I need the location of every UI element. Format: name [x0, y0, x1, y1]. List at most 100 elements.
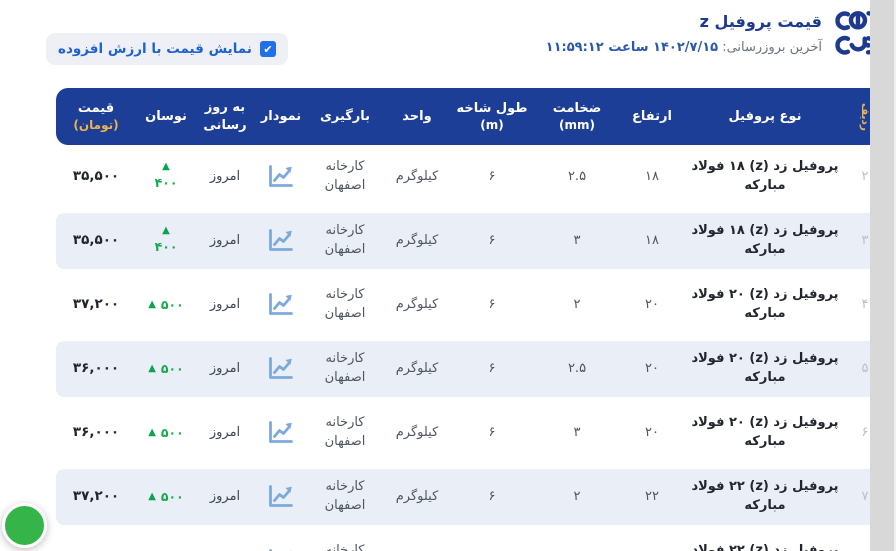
- updated-cell: امروز: [209, 296, 241, 312]
- checkbox-checked-icon[interactable]: ✔: [259, 41, 276, 57]
- length-cell: ۶: [488, 232, 496, 248]
- loading-cell: کارخانه اصفهان: [325, 543, 365, 551]
- unit-cell: کیلوگرم: [395, 424, 439, 440]
- change-amount: ۵۰۰: [160, 424, 184, 440]
- table-row: ۴ پروفیل زد (z) ۲۰ فولاد مبارکه ۲۰ ۲ ۶ کیلوگر…: [56, 273, 882, 337]
- change-amount: ۵۰۰: [160, 296, 184, 312]
- triangle-up-icon: ▲: [148, 491, 156, 502]
- chat-support-button[interactable]: [2, 503, 47, 548]
- header-price-unit: (تومان): [73, 118, 119, 133]
- header-row-index: ردیف: [848, 103, 882, 131]
- change-cell: ۵۰۰ ▲: [136, 424, 196, 442]
- chart-icon[interactable]: [266, 547, 296, 551]
- header-profile-type: نوع پروفیل: [728, 108, 802, 124]
- chart-icon[interactable]: [266, 355, 296, 383]
- chart-cell: [254, 419, 308, 447]
- header-length-label: طول شاخه: [456, 100, 528, 116]
- price-cell: ۳۷,۲۰۰: [72, 296, 120, 313]
- unit-cell: کیلوگرم: [395, 296, 439, 312]
- header-updated: به روز رسانی: [203, 99, 247, 133]
- chart-cell: [254, 163, 308, 191]
- height-cell: ۲۰: [645, 424, 659, 440]
- triangle-up-icon: ▲: [162, 160, 170, 172]
- chart-cell: [254, 291, 308, 319]
- triangle-up-icon: ▲: [148, 427, 156, 438]
- updated-cell: امروز: [209, 424, 241, 440]
- table-row: ۵ پروفیل زد (z) ۲۰ فولاد مبارکه ۲۰ ۲.۵ ۶ کیلو…: [56, 337, 882, 401]
- price-cell: ۳۶,۰۰۰: [72, 360, 120, 377]
- row-index: ۴: [861, 296, 869, 312]
- thickness-cell: ۳: [573, 424, 581, 440]
- change-cell: ۵۰۰ ▲: [136, 360, 196, 378]
- change-cell: ۴۰۰ ▲: [136, 160, 196, 192]
- change-amount: ۵۰۰: [160, 488, 184, 504]
- header-length-unit: (m): [480, 118, 504, 133]
- row-stripe: [56, 469, 882, 525]
- profile-type-cell: پروفیل زد (z) ۲۰ فولاد مبارکه: [691, 351, 839, 385]
- loading-cell: کارخانه اصفهان: [324, 223, 366, 257]
- change-amount: ۴۰۰: [154, 174, 178, 190]
- unit-cell: کیلوگرم: [395, 232, 439, 248]
- chart-cell: [254, 227, 308, 255]
- price-cell: ۳۶,۰۰۰: [72, 424, 120, 441]
- row-index: ۷: [861, 488, 869, 504]
- loading-cell: کارخانه اصفهان: [324, 415, 366, 449]
- price-cell: ۳۵,۵۰۰: [72, 232, 120, 249]
- header-thickness-unit: (mm): [559, 118, 595, 133]
- vat-toggle[interactable]: ✔ نمایش قیمت با ارزش افزوده: [46, 33, 288, 65]
- row-stripe: [56, 213, 882, 269]
- unit-cell: کیلوگرم: [395, 360, 439, 376]
- loading-cell: کارخانه اصفهان: [324, 479, 366, 513]
- profile-type-cell: پروفیل زد (z) ۱۸ فولاد مبارکه: [691, 223, 839, 257]
- updated-cell: امروز: [209, 232, 241, 248]
- price-cell: ۳۷,۲۰۰: [72, 488, 120, 505]
- table-header: ردیف نوع پروفیل ارتفاع ضخامت (mm) طول شا…: [56, 88, 882, 145]
- thickness-cell: ۲.۵: [567, 360, 587, 376]
- chart-icon[interactable]: [266, 163, 296, 191]
- chart-cell: [254, 483, 308, 511]
- last-update-line: آخرین بروزرسانی: ۱۴۰۲/۷/۱۵ ساعت ۱۱:۵۹:۱۲: [546, 40, 822, 55]
- thickness-cell: ۲: [573, 488, 581, 504]
- vat-toggle-label: نمایش قیمت با ارزش افزوده: [58, 41, 252, 57]
- chart-icon[interactable]: [266, 483, 296, 511]
- row-index: ۲: [861, 168, 869, 184]
- chart-icon[interactable]: [266, 291, 296, 319]
- row-index: ۶: [861, 424, 869, 440]
- updated-cell: امروز: [209, 168, 241, 184]
- change-cell: ۵۰۰ ▲: [136, 296, 196, 314]
- length-cell: ۶: [488, 424, 496, 440]
- length-cell: ۶: [488, 168, 496, 184]
- unit-cell: کیلوگرم: [395, 488, 439, 504]
- triangle-up-icon: ▲: [162, 224, 170, 236]
- height-cell: ۱۸: [645, 168, 659, 184]
- thickness-cell: ۲: [573, 296, 581, 312]
- header-thickness: ضخامت (mm): [532, 100, 622, 134]
- header-change: نوسان: [145, 108, 187, 124]
- table-row: ۲ پروفیل زد (z) ۱۸ فولاد مبارکه ۱۸ ۲.۵ ۶ کیلو…: [56, 145, 882, 209]
- triangle-up-icon: ▲: [148, 299, 156, 310]
- height-cell: ۲۲: [645, 488, 659, 504]
- triangle-up-icon: ▲: [148, 363, 156, 374]
- last-update-value: ۱۴۰۲/۷/۱۵ ساعت ۱۱:۵۹:۱۲: [545, 40, 719, 55]
- height-cell: ۱۸: [645, 232, 659, 248]
- chart-icon[interactable]: [266, 419, 296, 447]
- change-cell: ۵۰۰ ▲: [136, 488, 196, 506]
- row-index: ۵: [861, 360, 869, 376]
- header-height: ارتفاع: [632, 108, 672, 124]
- loading-cell: کارخانه اصفهان: [324, 351, 366, 385]
- table-row: ۷ پروفیل زد (z) ۲۲ فولاد مبارکه ۲۲ ۲ ۶ کیلوگر…: [56, 465, 882, 529]
- length-cell: ۶: [488, 296, 496, 312]
- chart-cell: [254, 547, 308, 551]
- table-row: پروفیل زد (z) ۲۲ فولاد مبارکه کارخانه اصف…: [56, 529, 882, 551]
- height-cell: ۲۰: [645, 360, 659, 376]
- thickness-cell: ۳: [573, 232, 581, 248]
- change-amount: ۴۰۰: [154, 238, 178, 254]
- chart-icon[interactable]: [266, 227, 296, 255]
- length-cell: ۶: [488, 488, 496, 504]
- header-unit: واحد: [402, 108, 432, 124]
- updated-cell: امروز: [209, 360, 241, 376]
- price-table: ردیف نوع پروفیل ارتفاع ضخامت (mm) طول شا…: [56, 88, 882, 551]
- profile-type-cell: پروفیل زد (z) ۱۸ فولاد مبارکه: [691, 159, 839, 193]
- header-price: قیمت (تومان): [56, 100, 136, 134]
